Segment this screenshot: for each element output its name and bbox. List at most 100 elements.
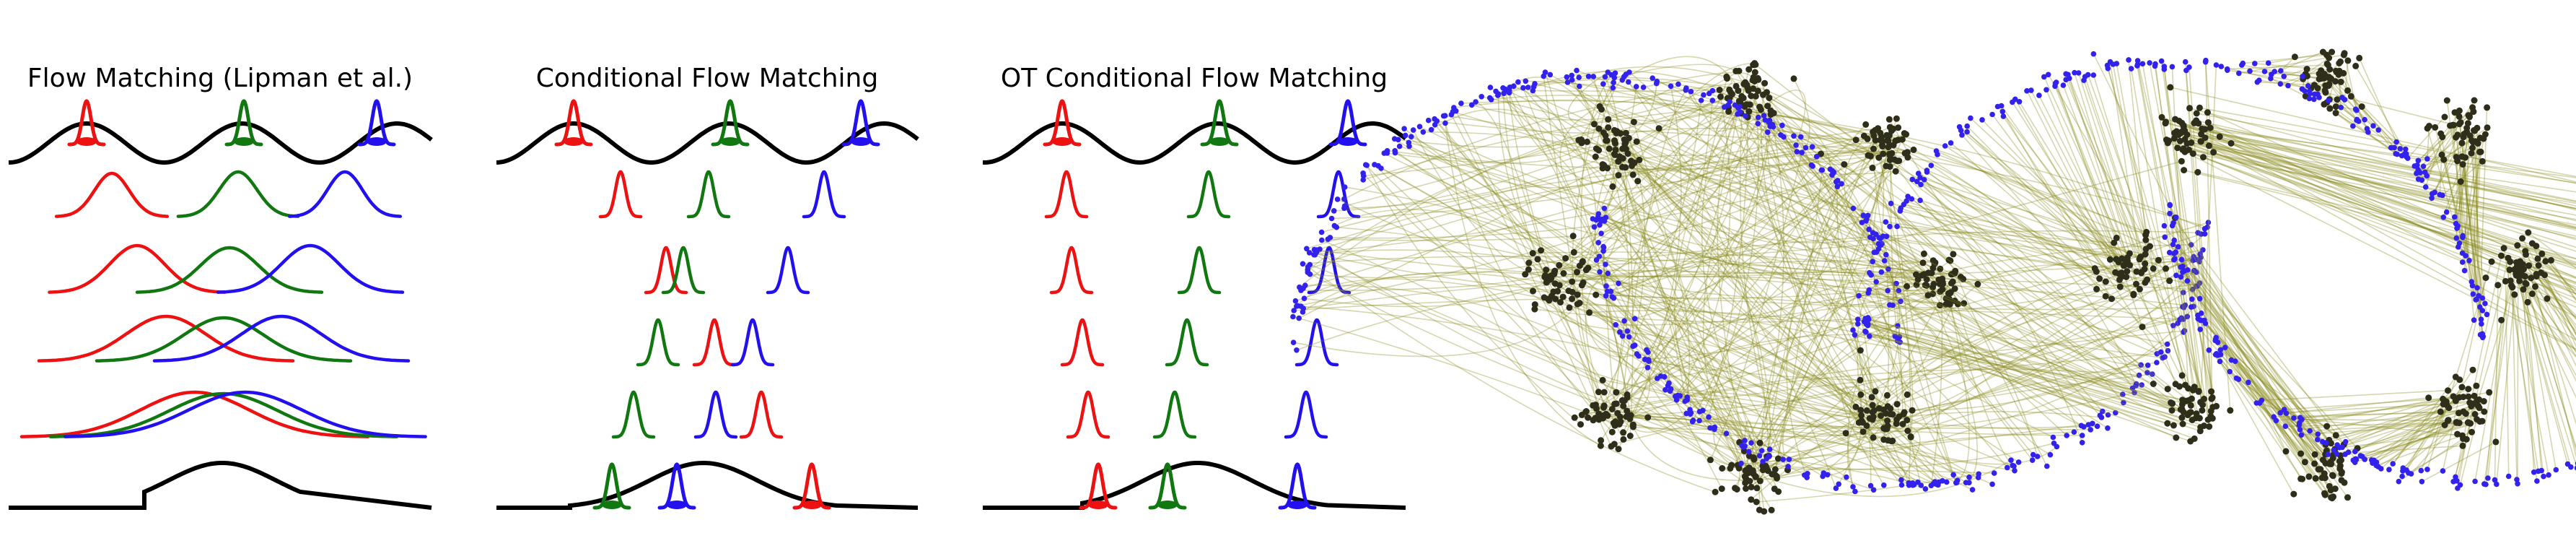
source-point-258 (2344, 494, 2351, 501)
target-point-218 (1878, 269, 1885, 275)
target-point-257 (1742, 438, 1748, 443)
source-point-361 (2166, 277, 2173, 285)
target-point-239 (1603, 261, 1608, 267)
source-point-401 (1592, 153, 1599, 160)
source-point-80 (2457, 178, 2464, 185)
target-point-299 (2281, 407, 2287, 412)
source-point-152 (2511, 291, 2518, 298)
trajectory-path-193 (1846, 396, 1872, 492)
trajectory-path-257 (2182, 266, 2336, 490)
source-point-231 (1756, 506, 1763, 514)
source-point-132 (2506, 266, 2513, 274)
trajectory-path-44 (1686, 78, 1728, 113)
source-point-165 (1859, 428, 1867, 436)
source-point-15 (1766, 95, 1773, 102)
source-point-44 (1724, 75, 1730, 82)
trajectory-path-166 (2420, 404, 2448, 471)
trajectory-path-227 (1613, 298, 1755, 460)
target-point-11 (2047, 451, 2054, 458)
trajectory-path-377 (1903, 204, 2146, 255)
source-point-228 (2290, 490, 2297, 498)
target-point-199 (1601, 205, 1608, 212)
target-point-348 (1313, 247, 1320, 253)
trajectory-path-284 (1866, 324, 2173, 404)
target-point-279 (1598, 230, 1604, 237)
target-point-224 (1964, 129, 1970, 135)
target-point-113 (2178, 256, 2185, 263)
target-point-340 (2277, 81, 2284, 87)
trajectory-path-259 (2181, 259, 2334, 455)
target-point-186 (1898, 205, 1903, 212)
target-point-149 (1738, 460, 1744, 467)
trajectory-path-382 (1885, 221, 2141, 259)
target-point-419 (1953, 480, 1960, 485)
trajectory-path-4 (1770, 110, 1869, 216)
trajectory-path-121 (2523, 289, 2535, 472)
source-point-429 (2163, 136, 2170, 143)
flow-green-row-1 (176, 170, 300, 218)
trajectory-path-51 (2227, 69, 2329, 87)
target-point-362 (1610, 84, 1616, 91)
trajectory-path-83 (1786, 140, 1888, 478)
target-point-328 (1458, 100, 1464, 106)
trajectory-path-423 (2186, 134, 2576, 193)
target-point-253 (1662, 387, 1668, 393)
trajectory-path-0 (1793, 78, 1810, 148)
source-point-368 (1556, 282, 1563, 289)
target-point-34 (1290, 313, 1296, 320)
trajectory-path-411 (1595, 153, 1636, 346)
target-point-100 (1668, 83, 1674, 90)
trajectory-path-403 (1614, 154, 1691, 398)
trajectory-path-267 (2173, 240, 2336, 450)
target-point-44 (1547, 72, 1554, 78)
target-point-109 (2296, 422, 2303, 428)
target-point-432 (2454, 225, 2460, 231)
target-point-177 (2145, 370, 2150, 376)
trajectory-path-234 (1394, 138, 1773, 475)
source-point-313 (2199, 402, 2206, 409)
trajectory-path-276 (2186, 70, 2212, 392)
trajectory-path-272 (1305, 284, 1764, 471)
trajectory-path-356 (1966, 131, 2134, 296)
target-point-392 (1448, 112, 1455, 118)
trajectory-path-173 (2392, 379, 2461, 464)
trajectory-path-312 (2149, 62, 2212, 399)
source-point-266 (2326, 482, 2333, 490)
trajectory-path-333 (2018, 101, 2117, 260)
target-point-160 (1863, 218, 1869, 224)
trajectory-path-362 (1497, 94, 1552, 277)
target-point-370 (1875, 246, 1882, 252)
trajectory-path-384 (1880, 238, 2095, 269)
target-point-426 (1333, 224, 1340, 230)
source-point-45 (2340, 51, 2347, 58)
source-point-358 (1569, 278, 1576, 285)
source-point-89 (1903, 149, 1911, 156)
source-point-168 (2469, 366, 2476, 373)
trajectory-path-433 (2193, 152, 2576, 226)
trajectory-path-372 (1916, 181, 2121, 275)
trajectory-path-127 (1605, 217, 1964, 304)
trajectory-path-417 (2178, 134, 2576, 270)
trajectory-path-371 (1548, 300, 1935, 482)
target-point-339 (2483, 481, 2489, 488)
source-point-302 (1595, 389, 1602, 396)
target-point-62 (1428, 126, 1434, 133)
target-point-238 (1530, 87, 1536, 94)
source-point-275 (1585, 414, 1592, 421)
trajectory-path-438 (2180, 140, 2576, 204)
trajectory-path-283 (1617, 353, 2157, 414)
target-point-267 (2227, 368, 2233, 375)
target-point-242 (2113, 61, 2120, 66)
trajectory-path-397 (2181, 131, 2576, 265)
trajectory-path-15 (1769, 97, 2181, 321)
target-point-266 (1890, 302, 1896, 308)
source-point-31 (1745, 108, 1753, 115)
target-point-12 (1701, 92, 1707, 98)
trajectory-path-31 (1748, 110, 2205, 230)
source-point-333 (1522, 271, 1529, 278)
target-point-322 (1585, 74, 1592, 79)
trajectory-path-357 (1961, 134, 2106, 297)
trajectory-path-346 (1412, 129, 1577, 278)
source-point-82 (2454, 157, 2461, 165)
trajectory-path-383 (1581, 285, 1637, 358)
